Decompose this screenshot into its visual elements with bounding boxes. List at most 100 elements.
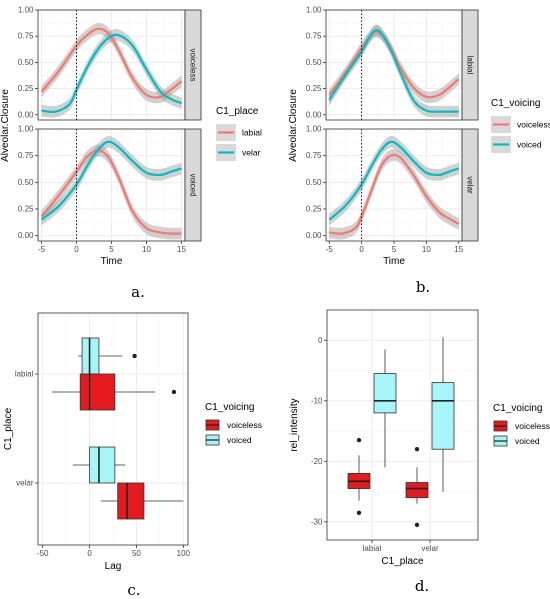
legend-label: voiceless [515,421,550,431]
outlier-point [171,389,177,395]
legend: C1_voicing voiceless voiced [205,402,262,446]
y-tick-label: 0.25 [306,84,322,93]
panel-b: labial 0.00 0.25 0.50 0.75 1.00 velar 0.00 0.25 0… [288,6,550,297]
legend-label: voiceless [517,120,550,130]
y-tick-label: 0.50 [306,178,322,187]
facet-strip [461,128,479,242]
series-line-voiced [328,140,460,221]
legend-label: labial [242,128,262,138]
y-tick-label: labial [15,370,34,379]
outlier-point [414,447,420,452]
box [117,482,145,520]
x-tick-label: 0 [87,549,92,558]
panel-caption: c. [127,581,140,599]
x-tick-label: 50 [132,549,141,558]
legend: C1_voicing voiceless voiced [491,98,550,153]
y-tick-label: 0.50 [18,178,34,187]
box-labial-voiceless [347,437,371,515]
x-tick-label: -50 [37,549,49,558]
plot-border [326,309,479,541]
box-labial-voiced [373,349,397,468]
y-tick-label: 0 [318,336,323,345]
x-tick-label: 100 [177,549,191,558]
legend-title: C1_voicing [493,403,542,414]
y-tick-label: -20 [311,457,323,466]
y-tick-label: 0.50 [306,58,322,67]
plot-border [37,312,189,546]
y-tick-label: 0.75 [18,151,34,160]
facet-strip-label: velar [466,176,475,194]
y-tick-label: 0.25 [18,84,34,93]
box [431,382,455,450]
box-velar-voiced [72,446,126,484]
series-line-labial [40,27,183,99]
box [373,373,397,414]
facet-labial: labial 0.00 0.25 0.50 0.75 1.00 [306,6,479,121]
box-velar-voiceless [100,482,184,520]
x-axis-label: C1_place [381,556,424,567]
facet-strip-label: labial [466,56,475,75]
y-tick-label: 1.00 [306,125,322,134]
y-tick-label: 0.25 [306,205,322,214]
x-tick-label: velar [421,544,439,553]
facet-strip [461,9,479,121]
x-tick-label: 15 [177,245,186,254]
y-tick-label: 0.00 [18,110,34,119]
facet-strip [184,9,202,121]
y-tick-label: 1.00 [18,6,34,15]
y-tick-label: 0.75 [306,32,322,41]
y-axis-label: C1_place [3,407,14,450]
legend: C1_voicing voiceless voiced [493,403,550,447]
x-tick-label: labial [363,544,382,553]
x-axis-label: Time [383,256,405,267]
box-labial-voiceless [52,373,177,411]
y-tick-label: 0.50 [18,58,34,67]
y-tick-label: 0.75 [306,151,322,160]
y-tick-label: 0.00 [306,231,322,240]
x-tick-label: 0 [359,245,364,254]
facet-strip-label: voiceless [189,49,198,82]
legend-title: C1_place [216,106,259,117]
box [405,482,429,499]
y-tick-label: -30 [311,517,323,526]
facet-strip-label: voiced [189,173,198,196]
legend-label: voiceless [227,420,262,430]
series-line-voiced [328,29,459,113]
x-tick-label: 10 [142,245,151,254]
confidence-band [41,23,182,104]
y-axis-label: rel_intensity [289,398,300,451]
panel-a: voiceless 0.00 0.25 0.50 0.75 1.00 voiced 0.00 0… [0,6,262,302]
confidence-band [41,29,182,118]
y-tick-label: 0.75 [18,32,34,41]
x-tick-label: 15 [454,245,463,254]
y-tick-label: 1.00 [18,125,34,134]
panel-caption: a. [131,283,145,301]
outlier-point [356,437,362,443]
y-axis-label: Alveolar.Closure [0,89,11,162]
y-tick-label: 0.00 [306,110,322,119]
facet-velar: velar 0.00 0.25 0.50 0.75 1.00 -5 0 5 10 15 [306,125,479,254]
panel-d: -30 -20 -10 0 labial velar C1_place rel_intensi… [289,309,550,595]
box [79,373,116,411]
facet-strip [184,128,202,242]
x-tick-label: 5 [392,245,397,254]
y-tick-label: 0.25 [18,205,34,214]
facet-voiced: voiced 0.00 0.25 0.50 0.75 1.00 -5 0 5 10 15 [18,125,202,254]
box-velar-voiceless [405,447,429,528]
panel-caption: b. [416,278,430,296]
legend-title: C1_voicing [491,98,540,109]
y-axis-label: Alveolar.Closure [288,89,299,162]
box-labial-voiced [78,337,137,375]
series-line-velar [41,33,182,114]
x-axis-label: Lag [105,561,122,572]
series-line-labial [40,149,182,235]
series-line-voiceless [329,153,460,235]
legend-label: voiced [515,436,540,446]
y-tick-label: 1.00 [306,6,322,15]
x-tick-label: 0 [74,245,79,254]
outlier-point [132,353,137,359]
y-tick-label: 0.00 [18,231,34,240]
legend-label: voiced [227,435,252,445]
